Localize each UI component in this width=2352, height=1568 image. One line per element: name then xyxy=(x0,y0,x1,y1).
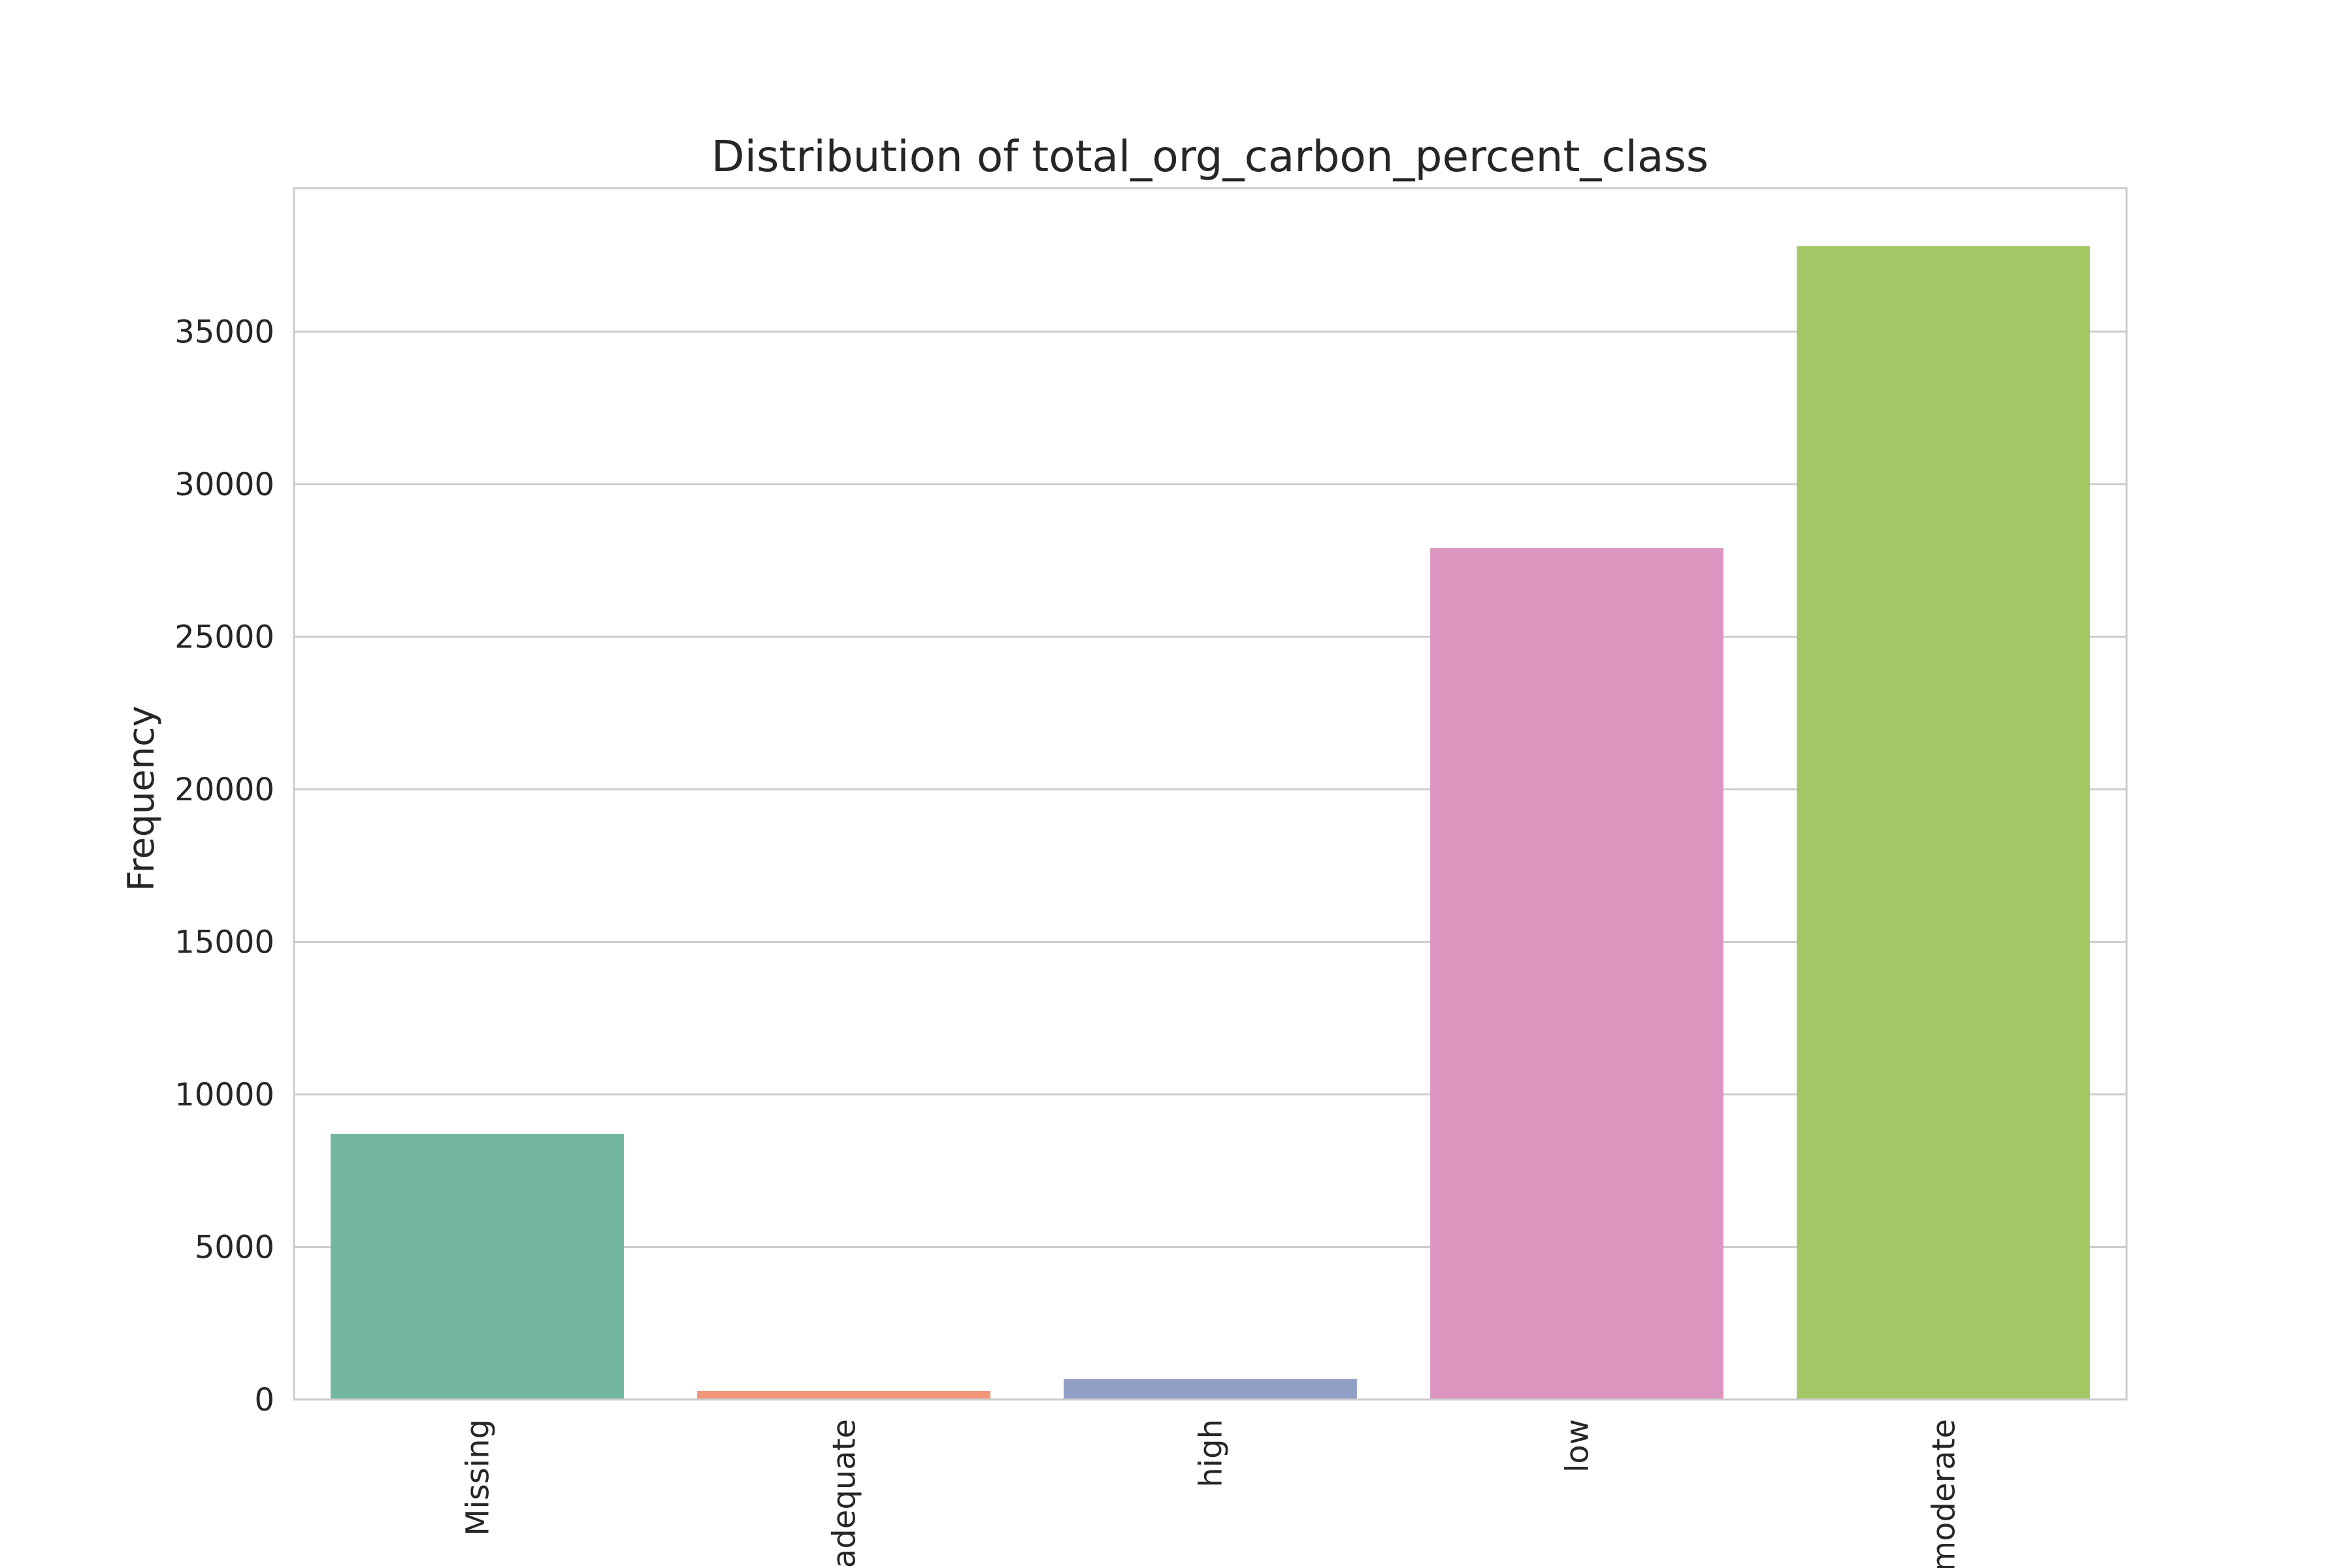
chart-title: Distribution of total_org_carbon_percent… xyxy=(711,131,1708,182)
bar-adequate xyxy=(697,1390,990,1399)
y-axis-label: Frequency xyxy=(120,706,162,891)
bar-moderate xyxy=(1797,246,2090,1399)
bars xyxy=(331,246,2090,1399)
y-tick-label: 0 xyxy=(254,1382,274,1418)
x-tick-label: Missing xyxy=(460,1419,497,1536)
y-tick-label: 20000 xyxy=(174,772,274,808)
bar-high xyxy=(1064,1379,1357,1399)
y-tick-label: 10000 xyxy=(174,1077,274,1113)
x-tick-label: low xyxy=(1560,1419,1596,1473)
y-tick-label: 15000 xyxy=(174,924,274,960)
plot-frame xyxy=(293,187,2128,1401)
bar-missing xyxy=(331,1134,624,1399)
x-tick-labels: Missing adequate high low moderate xyxy=(460,1419,1963,1568)
gridlines xyxy=(294,330,2127,1248)
x-tick-label: adequate xyxy=(826,1419,863,1568)
x-tick-label: moderate xyxy=(1926,1419,1963,1568)
y-tick-label: 25000 xyxy=(174,619,274,655)
x-tick-label: high xyxy=(1193,1419,1230,1488)
y-tick-labels: 0 5000 10000 15000 20000 25000 30000 35000 xyxy=(174,314,274,1418)
bar-low xyxy=(1430,548,1723,1399)
y-tick-label: 30000 xyxy=(174,466,274,503)
y-tick-label: 35000 xyxy=(174,314,274,350)
y-tick-label: 5000 xyxy=(195,1229,274,1266)
